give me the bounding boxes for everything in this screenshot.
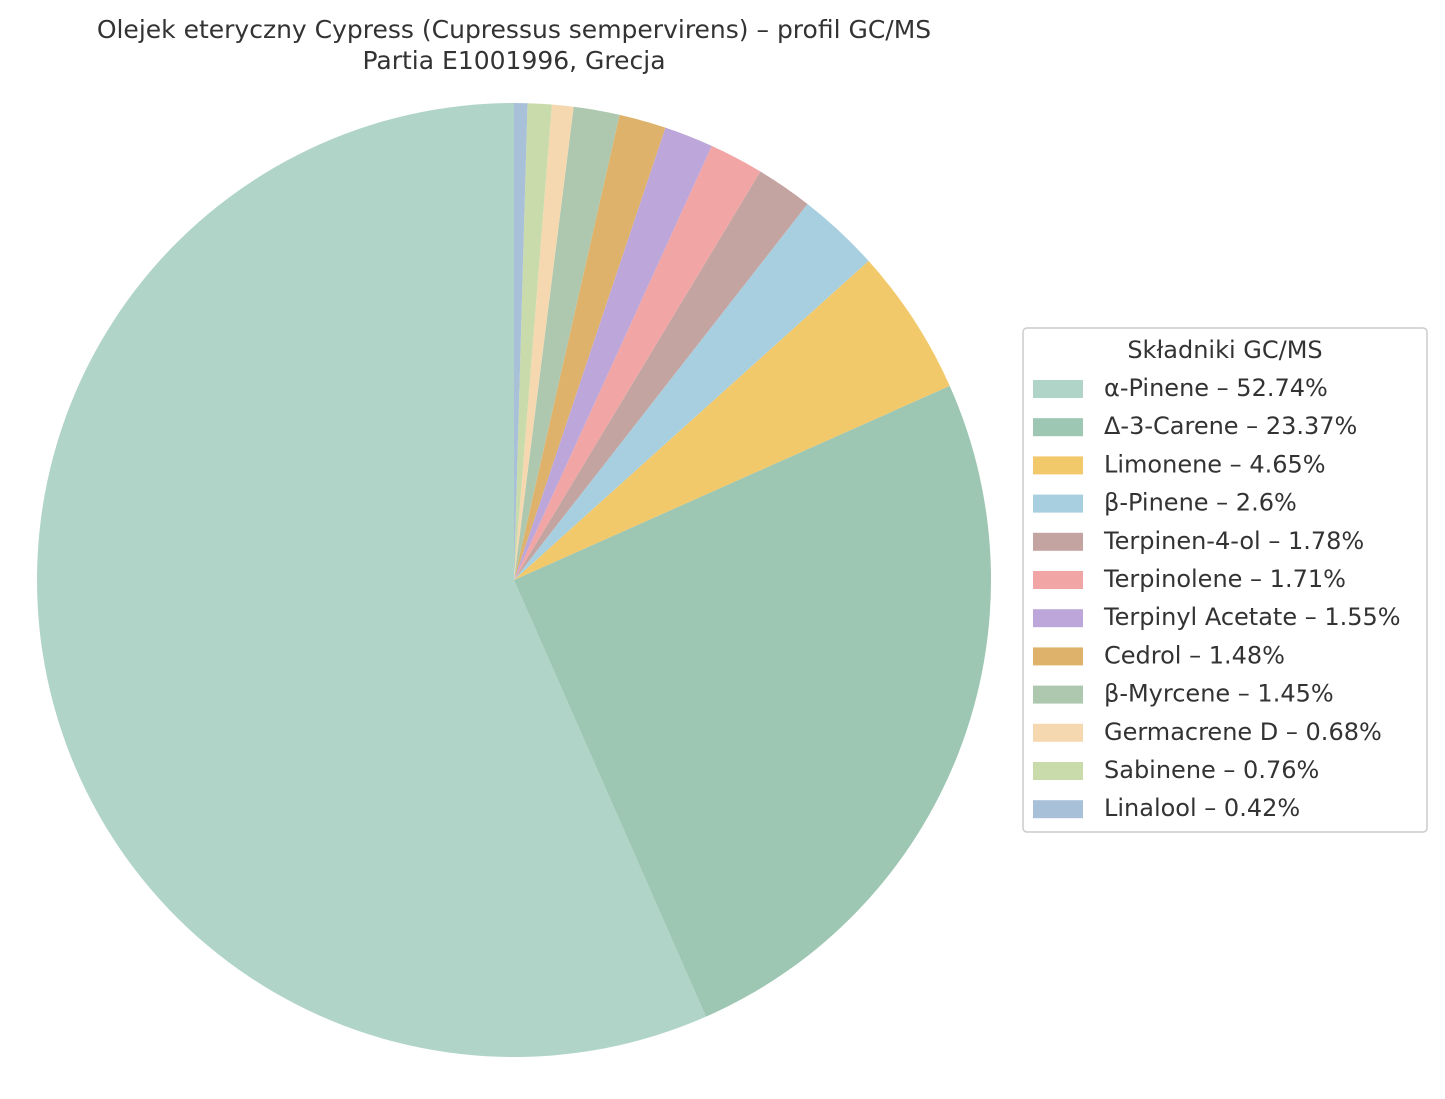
legend-swatch [1033,800,1083,819]
legend-swatch [1033,647,1083,666]
legend-label: Linalool – 0.42% [1104,794,1300,822]
legend-swatch [1033,571,1083,589]
pie-slice [514,385,991,1017]
legend-label: Germacrene D – 0.68% [1104,718,1382,746]
pie-slice [514,103,552,581]
pie-slice [514,145,761,580]
legend-box [1022,327,1428,833]
legend-swatch [1033,723,1083,742]
legend-label: Cedrol – 1.48% [1104,641,1285,669]
pie-slice [514,260,950,580]
chart-title: Olejek eteryczny Cypress (Cupressus semp… [97,15,931,44]
pie-slice [514,171,808,580]
pie-slice [514,127,712,581]
chart-subtitle: Partia E1001996, Grecja [362,46,665,75]
legend-swatch [1033,762,1083,780]
legend-label: Terpinyl Acetate – 1.55% [1103,603,1401,631]
legend-swatch [1033,609,1083,628]
pie-slice [514,203,869,580]
pie-slice [514,114,666,581]
pie-slice [514,104,574,580]
legend-swatch [1033,532,1083,551]
legend-label: β-Myrcene – 1.45% [1104,680,1334,708]
legend-label: Terpinen-4-ol – 1.78% [1103,527,1364,555]
pie-slice [514,106,620,581]
legend-label: β-Pinene – 2.6% [1104,489,1297,517]
legend-title: Składniki GC/MS [1127,336,1322,364]
legend-swatch [1033,380,1083,398]
pie-slice [37,103,707,1057]
legend-label: Sabinene – 0.76% [1104,756,1319,784]
legend-swatch [1033,456,1083,475]
legend-swatch [1033,418,1083,437]
legend-swatch [1033,685,1083,704]
pie [37,103,991,1057]
legend-label: α-Pinene – 52.74% [1104,374,1328,402]
legend-label: Limonene – 4.65% [1104,450,1326,478]
legend-label: Δ-3-Carene – 23.37% [1104,412,1357,440]
legend-label: Terpinolene – 1.71% [1103,565,1346,593]
pie-slice [514,103,528,580]
legend-swatch [1033,494,1083,513]
